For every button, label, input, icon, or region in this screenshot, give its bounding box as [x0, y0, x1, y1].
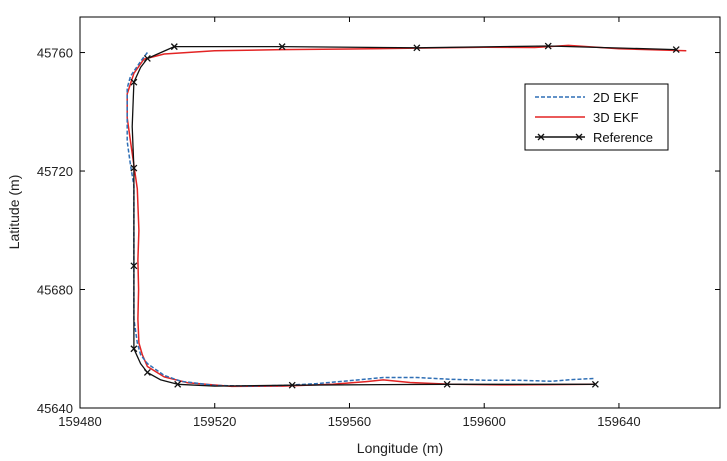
legend-marker-reference-stroke-b — [537, 133, 545, 141]
legend-label-2d-ekf: 2D EKF — [593, 90, 639, 105]
plot-frame — [79, 16, 721, 409]
x-tick-label: 159600 — [463, 414, 506, 429]
series-reference-marker — [174, 380, 182, 388]
x-tick-label: 159640 — [597, 414, 640, 429]
series-reference-marker — [143, 55, 151, 62]
series-reference-marker-stroke-b — [130, 164, 138, 172]
series-reference-marker — [443, 380, 451, 388]
y-tick-label: 45640 — [37, 401, 73, 416]
series-reference-marker-stroke-b — [143, 55, 151, 62]
series-reference-marker-stroke-b — [130, 262, 138, 270]
x-tick-label: 159520 — [193, 414, 236, 429]
series-reference-marker-stroke-b — [278, 43, 286, 51]
series-reference-marker — [288, 381, 296, 389]
legend-marker-reference — [537, 133, 545, 141]
series-reference-marker — [170, 43, 178, 51]
series-reference-marker — [130, 164, 138, 172]
series-reference-marker-stroke-b — [443, 380, 451, 388]
y-tick-label: 45760 — [37, 46, 73, 61]
series-reference-marker — [130, 78, 138, 86]
series-reference-marker — [544, 42, 552, 50]
series-3d-ekf-line — [126, 44, 687, 388]
series-reference-marker-stroke-b — [130, 78, 138, 86]
axis-ticks: 159480 159520 159560 159600 159640 45640 45680… — [37, 17, 720, 429]
series-reference-marker-stroke-b — [591, 380, 599, 388]
legend-marker-reference-stroke-b — [575, 133, 583, 141]
series-reference-marker — [130, 262, 138, 270]
y-tick-label: 45680 — [37, 283, 73, 298]
series-reference-marker-stroke-b — [413, 44, 421, 52]
series-reference-marker — [143, 368, 151, 376]
series-reference-marker-stroke-b — [544, 42, 552, 50]
series-reference-marker-stroke-b — [288, 381, 296, 389]
series-reference-marker-stroke-b — [130, 345, 138, 353]
series-reference-line — [131, 45, 677, 387]
series-reference-marker — [413, 44, 421, 52]
series-reference-marker — [130, 345, 138, 353]
x-tick-label: 159560 — [328, 414, 371, 429]
series-reference-marker-stroke-b — [170, 43, 178, 51]
series-reference-marker-stroke-b — [143, 368, 151, 376]
series-reference-marker — [591, 380, 599, 388]
series-2d-ekf-line — [126, 52, 596, 387]
series-lines — [126, 42, 687, 389]
series-reference-marker — [278, 43, 286, 51]
series-reference-marker-stroke-b — [174, 380, 182, 388]
series-reference-marker-stroke-b — [672, 46, 680, 54]
series-reference-marker — [672, 46, 680, 54]
legend-label-3d-ekf: 3D EKF — [593, 110, 639, 125]
legend: 2D EKF 3D EKF Reference — [524, 83, 669, 151]
y-axis-title: Latitude (m) — [6, 175, 22, 250]
legend-label-reference: Reference — [593, 130, 653, 145]
x-axis-title: Longitude (m) — [357, 440, 443, 456]
legend-marker-reference — [575, 133, 583, 141]
y-tick-label: 45720 — [37, 164, 73, 179]
x-tick-label: 159480 — [58, 414, 101, 429]
